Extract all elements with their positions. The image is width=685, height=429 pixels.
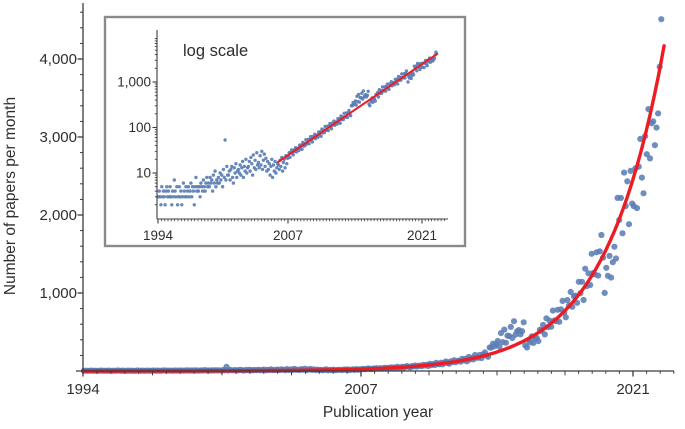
main-axes [76,3,675,377]
inset-tick-labels: 10 100 1,000 1994 2007 2021 [117,75,437,244]
tick-label: 1994 [66,381,99,398]
inset-axes [152,30,448,224]
tick-label: 1994 [143,228,174,243]
inset-log-scale-label: log scale [183,42,248,60]
tick-label: 10 [136,166,151,181]
tick-label: 4,000 [39,51,77,68]
tick-label: 2007 [273,228,303,243]
inset-fit-line [277,52,439,163]
tick-label: 2007 [344,381,377,398]
y-axis-label: Number of papers per month [2,97,19,295]
tick-label: 1,000 [117,75,151,90]
tick-label: 3,000 [39,129,77,146]
tick-label: 100 [128,120,151,135]
inset-panel-box [103,15,467,248]
tick-label: 2021 [616,381,649,398]
x-axis-label: Publication year [323,404,433,421]
main-tick-labels: 1,000 2,000 3,000 4,000 1994 2007 2021 [39,51,649,398]
tick-label: 2,000 [39,207,77,224]
tick-label: 2021 [407,228,437,243]
tick-label: 1,000 [39,285,77,302]
